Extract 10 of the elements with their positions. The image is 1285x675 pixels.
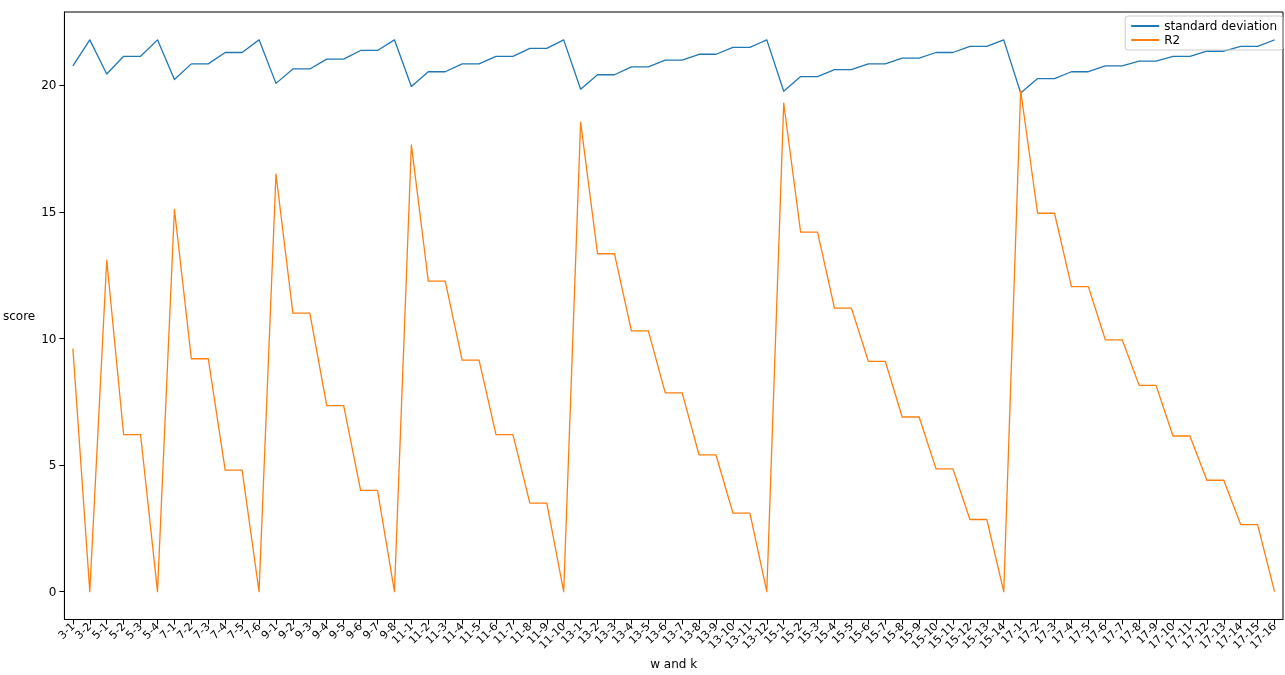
y-tick-label: 20	[41, 78, 57, 93]
x-axis-title: w and k	[650, 657, 698, 671]
y-tick-label: 0	[48, 584, 57, 599]
legend-label: R2	[1164, 33, 1181, 47]
y-tick-label: 5	[48, 458, 57, 473]
y-axis-title: score	[2, 308, 36, 323]
legend-label: standard deviation	[1164, 19, 1278, 33]
line-series	[72, 89, 1276, 593]
y-tick-label: 15	[41, 204, 57, 219]
y-tick-label: 10	[41, 331, 57, 346]
